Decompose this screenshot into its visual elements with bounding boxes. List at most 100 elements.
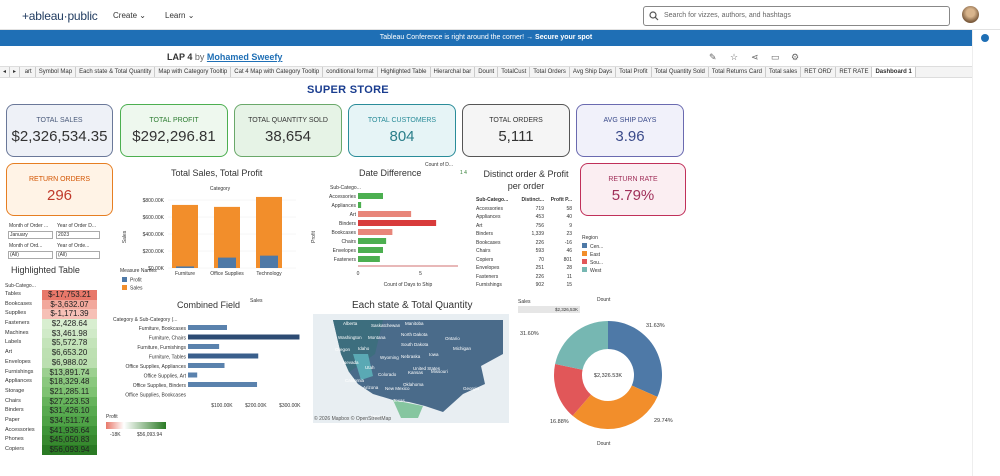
sheet-tab[interactable]: Each state & Total Quantity [76, 67, 156, 77]
map-label: Michigan [453, 346, 472, 351]
sheet-tab[interactable]: Total Quantity Sold [652, 67, 709, 77]
kpi-value: 5,111 [498, 128, 534, 145]
tab-scroll-left[interactable]: ◂ [0, 67, 11, 77]
table-row: Fasteners 226 11 [476, 273, 576, 282]
table-cell: 15 [566, 282, 572, 288]
sheet-tab[interactable]: Total Orders [530, 67, 570, 77]
map-label: Utah [365, 365, 375, 370]
y-axis-label: Profit [311, 231, 317, 243]
table-cell: Profit P... [550, 197, 572, 203]
us-map[interactable]: Alberta Saskatchewan Manitoba Ontario Washin… [313, 314, 509, 423]
legend-label: Sou... [590, 260, 604, 266]
sheet-tab[interactable]: Symbol Map [36, 67, 77, 77]
date-diff-title: Date Difference [359, 168, 422, 178]
combined-bar [188, 353, 259, 359]
row-value: $-17,753.21 [42, 290, 97, 300]
kpi-card: RETURN RATE 5.79% [580, 163, 686, 216]
table-row: Furnishings 902 15 [476, 281, 576, 290]
row-value: $45,050.83 [42, 435, 97, 446]
tab-scroll-right[interactable]: ▸ [10, 67, 21, 77]
sheet-tab[interactable]: Map with Category Tooltip [155, 67, 232, 77]
donut-bottom-label: Dount [597, 441, 611, 447]
combined-category: Furniture, Furnishings [137, 345, 186, 351]
map-label: South Dakota [401, 342, 429, 347]
edit-icon[interactable]: ✎ [709, 52, 717, 62]
secure-spot-link[interactable]: Secure your spot [535, 34, 593, 41]
sheet-tabs: ◂ ▸ art Symbol Map Each state & Total Quant… [0, 66, 972, 78]
donut-slice [572, 385, 658, 429]
avatar[interactable] [962, 6, 979, 23]
settings-icon[interactable]: ⚙ [791, 52, 800, 62]
combined-category: Office Supplies, Bookcases [125, 393, 186, 399]
sheet-tab[interactable]: Total Profit [616, 67, 652, 77]
donut-title: Dount [597, 297, 611, 303]
legend-label: Profit [130, 278, 142, 284]
combined-title: Combined Field [177, 300, 241, 310]
author-link[interactable]: Mohamed Sweefy [206, 52, 283, 62]
row-value: $56,093.94 [42, 445, 97, 455]
sheet-tab[interactable]: Dashboard 1 [872, 67, 916, 77]
count-label: Count of D... [425, 162, 454, 168]
present-icon[interactable]: ▭ [771, 52, 780, 62]
sheet-tab[interactable]: Highlighted Table [378, 67, 431, 77]
table-cell: 801 [563, 256, 572, 263]
row-value: $-1,171.39 [42, 309, 97, 320]
row-category: Machines [5, 329, 29, 336]
map-label: North Dakota [401, 332, 428, 337]
sheet-tab[interactable]: RET RATE [836, 67, 873, 77]
table-cell: 453 [535, 214, 544, 220]
dd-bar [358, 256, 380, 262]
donut-sales-value: $2,326,53K [518, 306, 580, 313]
sheet-tab[interactable]: art [22, 67, 36, 77]
create-menu[interactable]: Create ⌄ [113, 11, 146, 20]
share-icon[interactable]: ⋖ [751, 52, 759, 62]
learn-menu[interactable]: Learn ⌄ [165, 11, 195, 20]
sheet-tab[interactable]: Dount [475, 67, 499, 77]
profit-min: -18K [110, 432, 121, 438]
month-filter-select[interactable]: January [8, 231, 53, 239]
map-label: Mexico [371, 414, 386, 419]
sheet-tab[interactable]: Total sales [766, 67, 802, 77]
map-label: Alberta [343, 321, 358, 326]
kpi-label: TOTAL PROFIT [149, 117, 199, 124]
year-filter2-select[interactable]: (All) [56, 251, 100, 259]
sales-profit-chart: Category Sales $800.00K $600.00K $400.00K $20… [120, 186, 296, 292]
table-cell: 46 [566, 248, 572, 254]
table-cell: Furnishings [476, 282, 502, 288]
legend-swatch [582, 267, 587, 272]
sheet-tab[interactable]: RET ORD' [801, 67, 837, 77]
map-attribution: © 2026 Mapbox © OpenStreetMap [314, 416, 392, 422]
info-icon[interactable] [981, 34, 989, 42]
x-tick-label: $200.00K [245, 403, 267, 409]
month-filter2-select[interactable]: (All) [8, 251, 53, 259]
table-row: Paper $34,511.74 [5, 415, 97, 426]
profit-legend-title: Profit [106, 414, 118, 420]
combined-bar [188, 382, 258, 387]
row-category: Fasteners [5, 320, 30, 327]
dd-category: Chairs [342, 239, 357, 245]
table-row: Labels $5,572.78 [5, 338, 97, 349]
sheet-tab[interactable]: conditional format [323, 67, 378, 77]
profit-max: $56,093.94 [137, 432, 163, 438]
search-input[interactable]: Search for vizzes, authors, and hashtags [643, 6, 950, 26]
highlighted-table: Tables $-17,753.21 Bookcases $-3,632.07 Supp… [5, 290, 97, 455]
combined-sales-header: Sales [250, 298, 263, 304]
year-filter-select[interactable]: 2023 [56, 231, 100, 239]
table-cell: 251 [535, 265, 544, 271]
map-label: Montana [368, 335, 386, 340]
sheet-tab[interactable]: Total Returns Card [709, 67, 766, 77]
tableau-public-logo[interactable]: +ableau·public [22, 9, 98, 23]
category-header: Category [210, 186, 231, 192]
donut-slice [608, 321, 662, 397]
row-category: Supplies [5, 310, 27, 317]
table-cell: Envelopes [476, 265, 500, 271]
table-cell: 11 [566, 273, 572, 280]
kpi-value: 3.96 [615, 128, 645, 145]
sheet-tab[interactable]: Avg Ship Days [570, 67, 617, 77]
sheet-tab[interactable]: Hierarchal bar [431, 67, 476, 77]
map-label: Colorado [378, 372, 397, 377]
sheet-tab[interactable]: Cat 4 Map with Category Tooltip [231, 67, 324, 77]
favorite-icon[interactable]: ☆ [730, 52, 739, 62]
row-value: $6,988.02 [42, 357, 97, 368]
sheet-tab[interactable]: TotalCust [498, 67, 531, 77]
